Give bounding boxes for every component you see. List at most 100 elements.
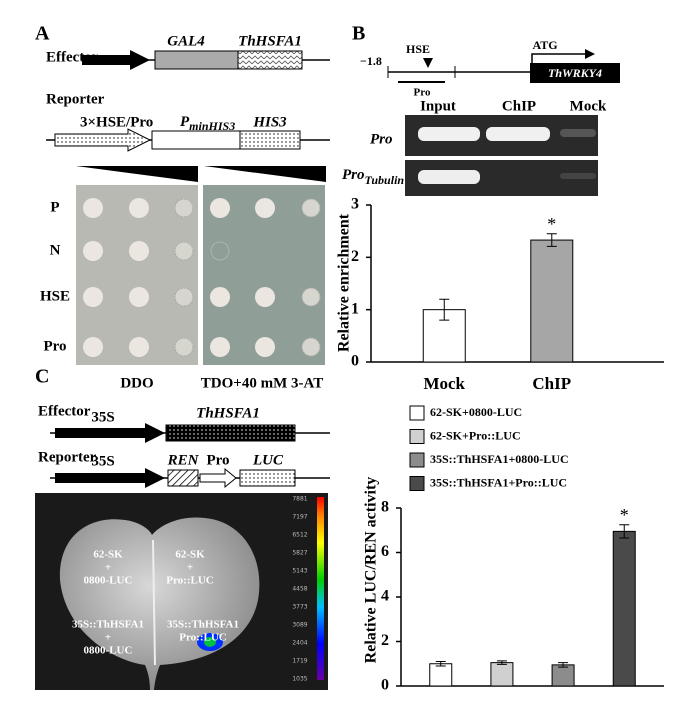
- leaf-labels: 62-SK+0800-LUC62-SK+Pro::LUC35S::ThHSFA1…: [72, 549, 239, 657]
- label: Tubulin: [365, 173, 405, 187]
- legend-label: 62-SK+0800-LUC: [430, 405, 522, 419]
- colony: [210, 337, 230, 357]
- pro-arrow: [199, 467, 237, 489]
- label: Pro: [206, 452, 229, 468]
- label: REN: [167, 452, 200, 468]
- label: ATG: [532, 38, 557, 52]
- luc-signal: [204, 637, 216, 647]
- colony: [129, 241, 149, 261]
- label: P: [180, 114, 190, 130]
- panel-letter: B: [352, 23, 365, 45]
- dilution-triangle: [76, 166, 198, 182]
- error-bar: [496, 660, 507, 665]
- dilution-triangle: [204, 166, 326, 182]
- colony: [210, 241, 230, 261]
- gal4-box: [154, 50, 239, 70]
- label: ProTubulin: [342, 167, 404, 186]
- label: 3×HSE/Pro: [80, 114, 153, 130]
- colony: [83, 241, 103, 261]
- label: GAL4: [167, 33, 205, 49]
- his3-box: [239, 130, 301, 150]
- error-bar: [439, 298, 450, 321]
- luc-box: [239, 469, 296, 487]
- colony: [174, 337, 194, 357]
- bar: [490, 662, 514, 687]
- colorbar-tick: 6512: [292, 532, 307, 539]
- gene-box: [530, 63, 620, 83]
- y-tick-label: 3: [351, 196, 359, 213]
- colorbar-tick: 7881: [292, 496, 307, 503]
- colorbar-tick: 3773: [292, 604, 307, 611]
- colony: [83, 287, 103, 307]
- hsfa1-box: [165, 424, 296, 442]
- legend-swatch: [409, 429, 425, 444]
- x-tick-label: Mock: [423, 374, 465, 393]
- colorbar-tick: 5827: [292, 550, 307, 557]
- label: HIS3: [252, 114, 287, 130]
- y-tick-label: 4: [381, 588, 389, 605]
- colony: [174, 287, 194, 307]
- lane-label: Mock: [570, 98, 607, 114]
- colony: [83, 198, 103, 218]
- bar: [530, 239, 574, 363]
- row-label: HSE: [40, 288, 70, 304]
- ren-box: [167, 469, 199, 487]
- colony: [255, 287, 275, 307]
- panel-letter: A: [35, 23, 50, 45]
- hse-marker: [423, 58, 433, 68]
- band: [560, 173, 596, 179]
- promoter-arrow: [55, 423, 165, 443]
- label: HSE: [406, 42, 430, 56]
- colony: [83, 337, 103, 357]
- leaf-label: Pro::LUC: [179, 632, 227, 644]
- row-label: P: [50, 199, 59, 215]
- error-bar: [619, 524, 630, 539]
- leaf-label: +: [187, 562, 193, 574]
- colorbar-tick: 5143: [292, 568, 307, 575]
- row-labels: P N HSE Pro: [40, 199, 70, 354]
- colorbar-tick: 3089: [292, 622, 307, 629]
- error-bar: [546, 233, 557, 247]
- y-tick-label: 0: [381, 677, 389, 694]
- label: minHIS3: [189, 119, 235, 133]
- label: PminHIS3: [180, 114, 235, 132]
- colony: [255, 198, 275, 218]
- colorbar-tick: 1719: [292, 658, 307, 665]
- y-tick-label: 2: [381, 632, 389, 649]
- colony: [301, 287, 321, 307]
- leaf-label: 35S::ThHSFA1: [167, 619, 239, 631]
- label: ThWRKY4: [548, 66, 602, 80]
- leaf-label: 62-SK: [93, 549, 123, 561]
- y-tick-label: 2: [351, 248, 359, 265]
- label: Pro: [414, 87, 431, 99]
- label: 35S: [91, 409, 114, 425]
- y-axis-label: Relative LUC/REN activity: [363, 477, 380, 664]
- row-label: Pro: [43, 338, 66, 354]
- label: Pro: [342, 167, 365, 183]
- legend-label: 62-SK+Pro::LUC: [430, 428, 521, 442]
- label: Reporter: [38, 449, 97, 465]
- colonies: [83, 198, 321, 357]
- legend-swatch: [409, 476, 425, 491]
- lane-label: Input: [420, 98, 456, 114]
- label: ThHSFA1: [196, 405, 260, 421]
- bar: [551, 664, 575, 687]
- legend-swatch: [409, 405, 425, 421]
- leaf-label: 0800-LUC: [84, 645, 133, 657]
- leaf-label: +: [105, 632, 111, 644]
- y-tick-label: 0: [351, 353, 359, 370]
- leaf-label: 35S::ThHSFA1: [72, 619, 144, 631]
- legend-swatch: [409, 452, 425, 468]
- band: [418, 127, 480, 141]
- hsfa1-box: [237, 50, 303, 70]
- label: DDO: [120, 375, 153, 391]
- colorbar-tick: 2404: [292, 640, 307, 647]
- colony: [301, 198, 321, 218]
- y-tick-label: 8: [381, 499, 389, 516]
- colony: [301, 337, 321, 357]
- y-tick-label: 6: [381, 543, 389, 560]
- error-bar: [558, 662, 569, 668]
- colony: [129, 287, 149, 307]
